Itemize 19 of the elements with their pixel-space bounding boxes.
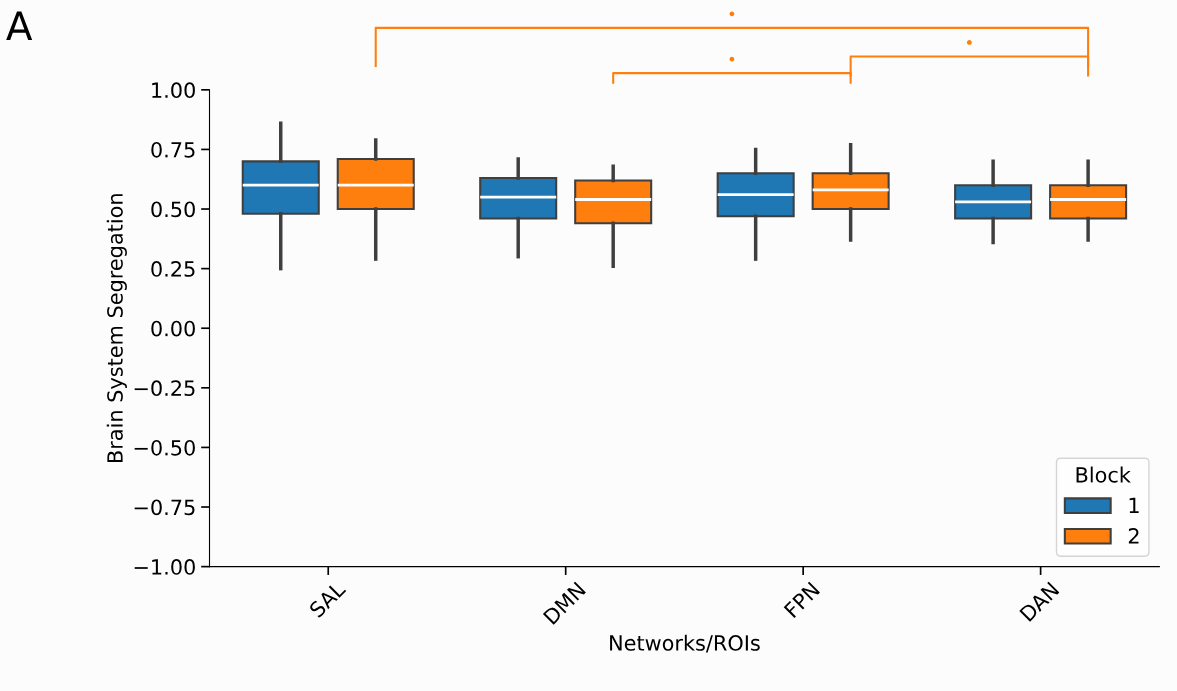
legend-label: 1: [1129, 497, 1139, 513]
y-tick-label: −0.50: [134, 439, 195, 456]
y-tick-label: 0.75: [151, 141, 195, 158]
y-tick-label: −0.25: [134, 380, 195, 397]
y-tick-label: 0.50: [151, 201, 195, 218]
text: •: [966, 40, 972, 45]
text: •: [729, 56, 735, 62]
text: A: [6, 11, 33, 40]
y-tick-label: 0.25: [151, 261, 195, 277]
y-tick-label: −0.75: [134, 499, 195, 516]
x-axis-title: Networks/ROIs: [610, 634, 760, 653]
y-tick-label: 1.00: [152, 82, 195, 99]
legend-title: Block: [1076, 466, 1131, 483]
y-tick-label: −1.00: [134, 559, 195, 575]
y-tick-label: 0.00: [151, 320, 195, 337]
x-tick-label: SAL: [308, 580, 347, 619]
text: •: [729, 11, 735, 17]
y-axis-title: Brain System Segregation: [106, 194, 127, 462]
legend-label: 2: [1128, 528, 1139, 544]
